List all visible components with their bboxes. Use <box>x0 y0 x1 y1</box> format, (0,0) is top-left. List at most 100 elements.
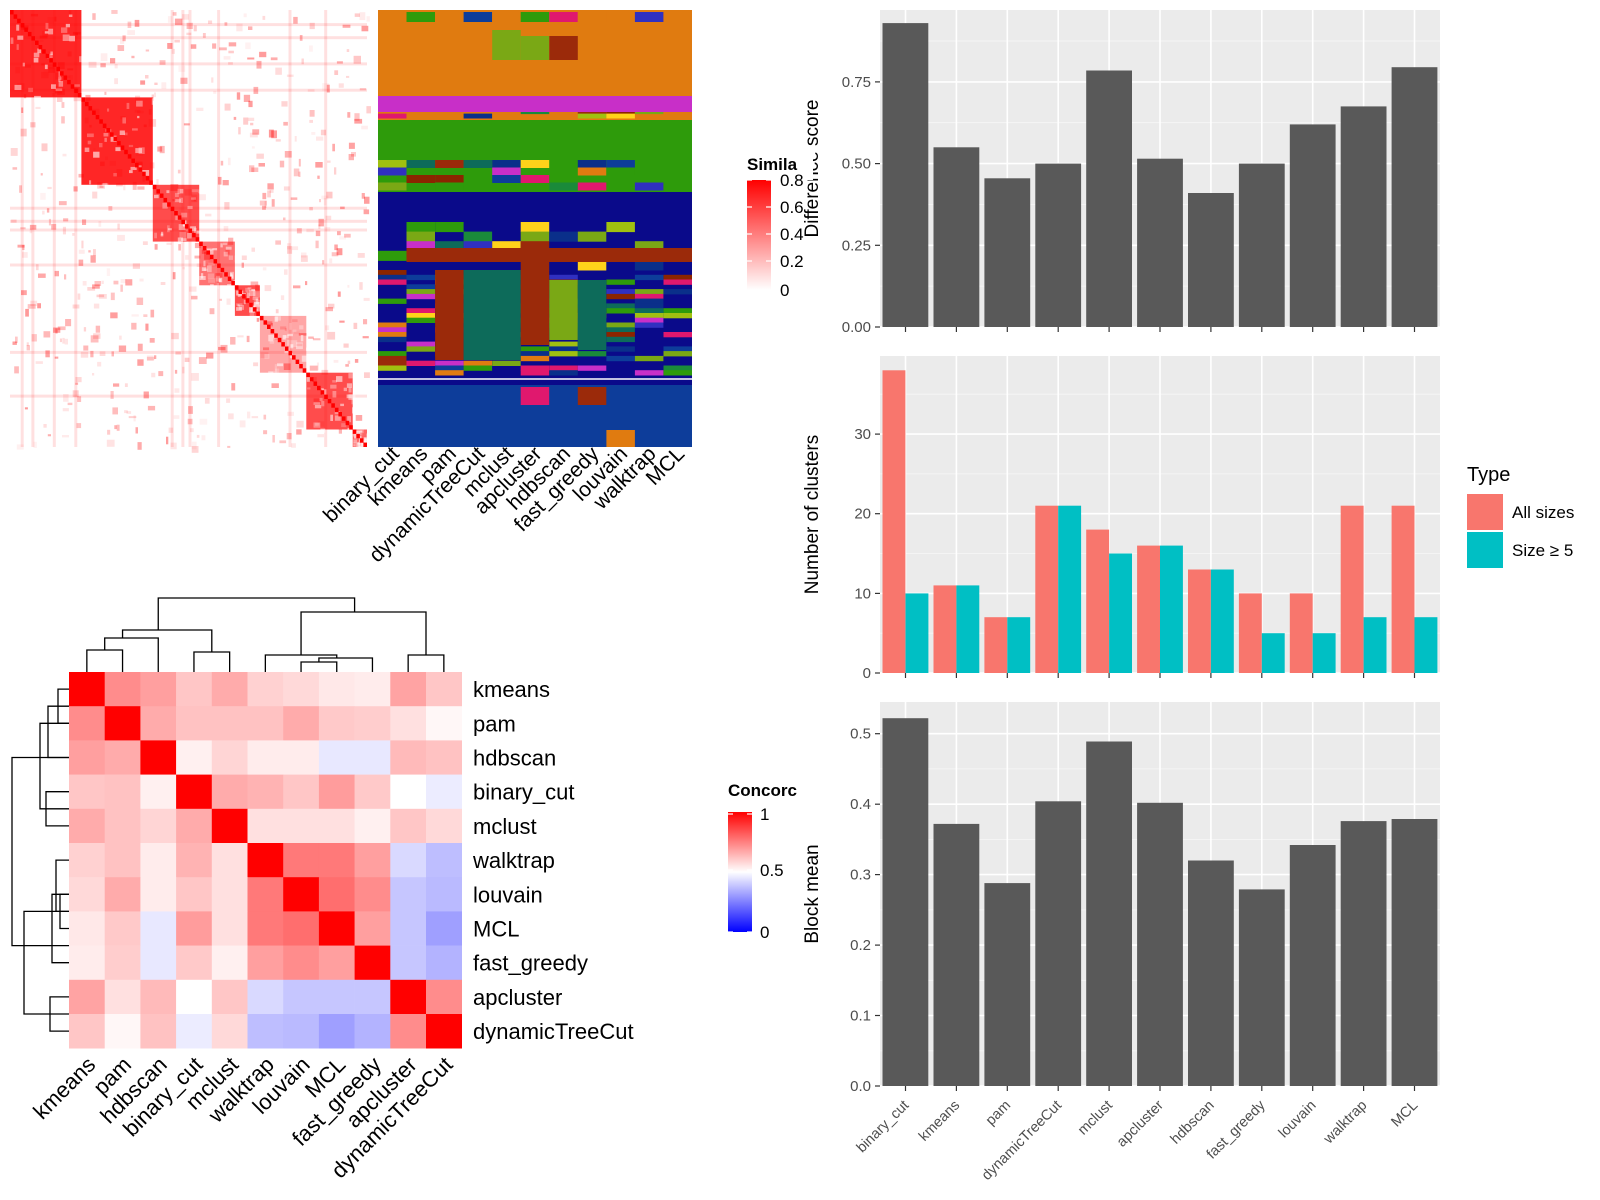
similarity-speckle <box>356 442 364 448</box>
bar <box>882 23 929 327</box>
similarity-noise <box>45 350 50 358</box>
similarity-speckle <box>315 422 320 426</box>
similarity-noise <box>305 281 308 286</box>
concordance-legend-tick: 1 <box>760 805 769 824</box>
x-tick-label: hdbscan <box>1168 1098 1218 1148</box>
cluster-block <box>606 430 635 447</box>
concordance-cell <box>69 740 105 775</box>
cluster-cell <box>577 12 607 22</box>
similarity-diagonal <box>42 49 46 54</box>
similarity-noise <box>81 240 84 249</box>
similarity-speckle <box>364 438 372 442</box>
similarity-diagonal <box>63 75 68 80</box>
similarity-noise <box>30 122 36 128</box>
bar-size-5 <box>1261 633 1285 673</box>
bar <box>1340 821 1387 1086</box>
similarity-noise <box>171 48 175 54</box>
similarity-speckle <box>210 284 214 288</box>
similarity-noise <box>12 167 18 170</box>
similarity-diagonal <box>85 101 89 107</box>
similarity-noise <box>202 33 206 38</box>
concordance-cell <box>140 706 177 741</box>
similarity-diagonal <box>81 97 85 102</box>
similarity-noise <box>31 334 37 342</box>
similarity-noise <box>262 267 267 271</box>
similarity-noise <box>63 394 69 402</box>
similarity-noise <box>325 215 332 221</box>
similarity-noise <box>361 25 369 32</box>
similarity-legend-tick: 0.6 <box>780 198 804 217</box>
cluster-cell <box>634 12 664 22</box>
similarity-noise <box>139 278 144 282</box>
similarity-noise <box>347 112 351 118</box>
cluster-cell <box>435 160 464 168</box>
similarity-speckle <box>190 226 196 232</box>
similarity-noise <box>186 32 192 36</box>
similarity-diagonal <box>99 119 103 124</box>
cluster-cell <box>634 317 664 323</box>
similarity-noise <box>323 197 327 206</box>
similarity-noise <box>283 121 288 126</box>
concordance-cell <box>104 979 141 1015</box>
similarity-stripe <box>10 263 367 267</box>
concordance-cell <box>104 740 141 775</box>
similarity-noise <box>26 345 30 351</box>
similarity-noise <box>226 298 231 305</box>
similarity-noise <box>149 338 155 343</box>
concordance-cell <box>140 740 177 775</box>
similarity-speckle <box>69 35 75 42</box>
y-tick-label: 20 <box>854 506 871 523</box>
similarity-noise <box>177 169 181 174</box>
similarity-noise <box>283 186 290 191</box>
similarity-noise <box>61 116 65 124</box>
similarity-diagonal <box>102 123 107 128</box>
similarity-speckle <box>89 180 92 185</box>
similarity-noise <box>47 434 51 437</box>
cluster-block <box>577 280 607 350</box>
cluster-cell <box>378 113 407 119</box>
similarity-noise <box>226 398 231 403</box>
similarity-diagonal <box>249 302 253 308</box>
similarity-diagonal <box>49 58 53 63</box>
similarity-speckle <box>336 376 343 382</box>
cluster-cell <box>463 360 493 366</box>
similarity-noise <box>337 231 341 236</box>
similarity-noise <box>249 132 258 138</box>
similarity-speckle <box>258 304 266 307</box>
similarity-speckle <box>50 51 53 55</box>
similarity-noise <box>191 295 198 300</box>
concordance-cell <box>318 808 355 844</box>
similarity-noise <box>191 446 199 453</box>
concordance-cell <box>283 740 320 775</box>
similarity-diagonal <box>359 438 364 443</box>
similarity-noise <box>124 410 128 414</box>
similarity-speckle <box>284 335 289 338</box>
similarity-noise <box>296 228 302 234</box>
similarity-diagonal <box>299 364 303 369</box>
similarity-noise <box>154 355 157 359</box>
similarity-noise <box>166 436 169 445</box>
similarity-noise <box>223 56 231 60</box>
concordance-cell <box>426 774 462 810</box>
similarity-noise <box>294 136 297 142</box>
similarity-speckle <box>151 98 155 105</box>
similarity-noise <box>61 102 65 108</box>
similarity-noise <box>348 142 355 149</box>
dendrogram-branch <box>300 611 427 655</box>
cluster-cell <box>406 317 435 323</box>
similarity-speckle <box>58 81 64 87</box>
similarity-noise <box>171 332 179 340</box>
similarity-diagonal <box>302 368 307 373</box>
similarity-noise <box>284 328 287 332</box>
similarity-speckle <box>352 407 358 414</box>
cluster-cell <box>606 160 635 168</box>
similarity-noise <box>72 390 79 398</box>
similarity-noise <box>76 423 82 429</box>
similarity-noise <box>97 182 105 189</box>
cluster-cell <box>406 293 435 300</box>
similarity-noise <box>15 336 18 343</box>
similarity-speckle <box>346 394 353 399</box>
cluster-cell <box>492 175 521 183</box>
similarity-noise <box>256 318 260 322</box>
